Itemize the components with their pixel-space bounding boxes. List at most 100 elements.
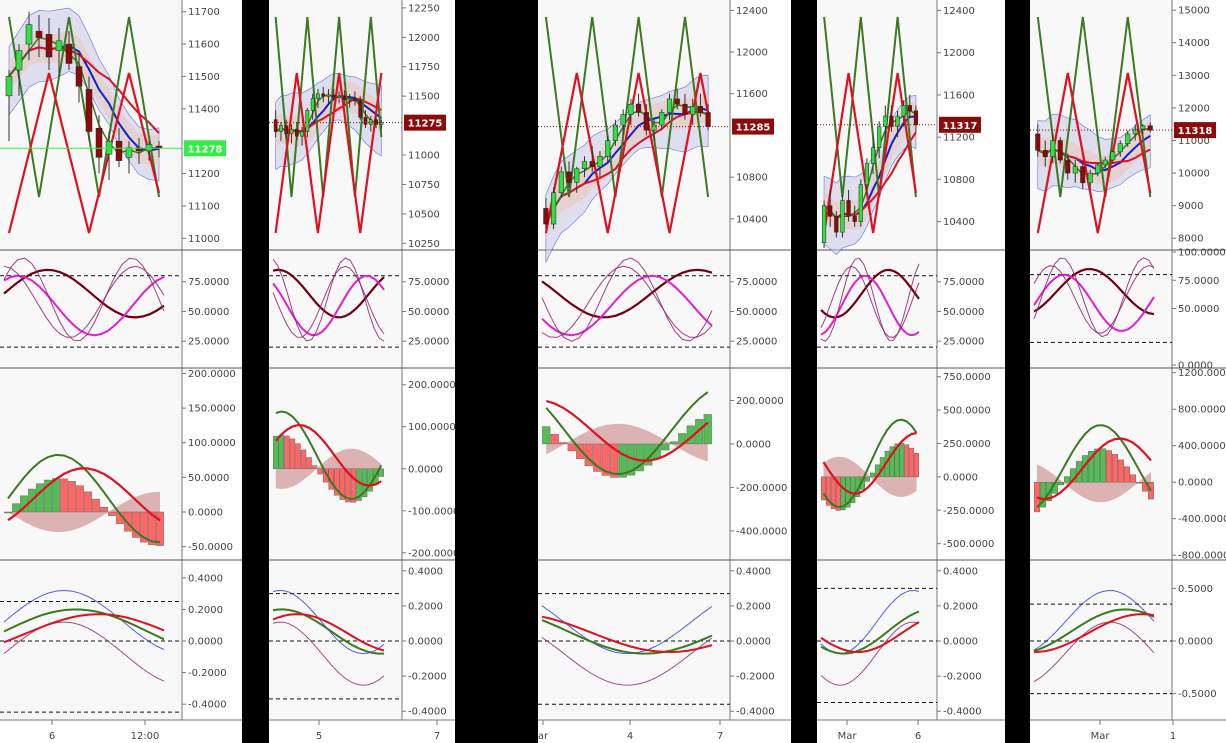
macd-tick-label: 100.0000 xyxy=(188,438,236,449)
candle xyxy=(566,171,572,183)
candle xyxy=(834,216,839,233)
candle xyxy=(75,66,83,87)
stoch-tick-label: 75.0000 xyxy=(736,277,777,288)
osc-tick-label: 0.0000 xyxy=(1178,637,1213,648)
stoch-line xyxy=(3,257,165,342)
macd-histogram-bar xyxy=(92,498,100,513)
zigzag-green-line xyxy=(544,16,710,198)
macd-histogram-bar xyxy=(550,434,559,445)
candle xyxy=(674,98,680,105)
candle xyxy=(864,163,870,185)
chart-panel-2: 11275 12250 12000 11750 11500 11000 10750 10500… xyxy=(269,0,455,743)
candle xyxy=(828,205,833,217)
macd-tick-label: 0.0000 xyxy=(408,464,443,475)
osc-lower-line xyxy=(820,621,920,686)
candle xyxy=(643,112,649,131)
osc-red-line xyxy=(820,621,920,654)
moving-average-green-line xyxy=(1037,127,1151,175)
zigzag-red-line xyxy=(544,72,710,234)
macd-histogram-bar xyxy=(339,468,346,500)
macd-histogram-bar xyxy=(601,443,610,476)
macd-tick-label: -800.0000 xyxy=(1178,551,1226,562)
candle xyxy=(840,200,845,233)
price-tick-label: 12250 xyxy=(408,3,440,14)
macd-histogram-bar xyxy=(1058,482,1064,486)
price-tick-label: 11000 xyxy=(188,234,220,245)
macd-shadow-area xyxy=(546,423,708,462)
candle xyxy=(342,95,347,100)
osc-red-line xyxy=(541,615,713,654)
macd-tick-label: -200.0000 xyxy=(736,483,787,494)
osc-tick-label: -0.4000 xyxy=(408,707,447,718)
macd-histogram-bar xyxy=(618,443,627,478)
macd-tick-label: -400.0000 xyxy=(1178,514,1226,525)
macd-histogram-bar xyxy=(345,468,351,503)
candle xyxy=(1072,166,1078,174)
stoch-line xyxy=(541,265,713,338)
zigzag-red-line xyxy=(274,72,383,234)
osc-lower-line xyxy=(3,621,165,682)
candle xyxy=(353,98,357,102)
stoch-line xyxy=(3,274,165,337)
stoch-tick-label: 75.0000 xyxy=(1178,276,1219,287)
stoch-line xyxy=(3,268,165,319)
osc-tick-label: 0.0000 xyxy=(188,637,223,648)
candle xyxy=(289,128,294,135)
stoch-tick-label: 75.0000 xyxy=(408,277,449,288)
macd-histogram-bar xyxy=(132,511,140,538)
macd-line xyxy=(1036,424,1152,509)
macd-histogram-bar xyxy=(909,447,915,478)
price-tick-label: 11500 xyxy=(188,72,220,83)
candle xyxy=(331,94,336,98)
macd-signal-line xyxy=(545,399,709,462)
stoch-line xyxy=(3,265,165,338)
candle xyxy=(1080,166,1086,184)
macd-shadow-area xyxy=(1037,464,1151,503)
macd-tick-label: 0.0000 xyxy=(736,439,771,450)
macd-histogram-bar xyxy=(850,476,856,504)
macd-histogram-bar xyxy=(559,442,568,445)
stoch-tick-label: 100.0000 xyxy=(1178,248,1226,259)
candle xyxy=(889,115,894,127)
osc-tick-label: 0.4000 xyxy=(408,566,443,577)
osc-green-line xyxy=(1033,608,1155,653)
moving-average-red-line xyxy=(545,111,709,225)
candle xyxy=(659,112,665,126)
price-tick-label: 10400 xyxy=(943,217,975,228)
candle xyxy=(597,156,603,167)
stoch-line xyxy=(1033,257,1155,338)
envelope-band xyxy=(9,30,159,166)
macd-histogram-bar xyxy=(610,443,619,478)
macd-histogram-bar xyxy=(1130,474,1136,483)
last-price-badge xyxy=(732,118,774,135)
zigzag-red-line xyxy=(7,72,161,234)
macd-histogram-bar xyxy=(635,443,644,472)
candle xyxy=(605,140,611,157)
price-tick-label: 12000 xyxy=(736,48,768,59)
price-tick-label: 11750 xyxy=(408,62,440,73)
chart-panel-3: 11285 12400 12000 11600 10800 10400 75.0000 50.… xyxy=(538,0,791,743)
macd-histogram-bar xyxy=(300,449,307,469)
candle xyxy=(379,122,384,125)
osc-red-line xyxy=(272,613,385,652)
candle xyxy=(95,127,103,158)
stoch-line xyxy=(541,257,713,342)
macd-line xyxy=(275,410,383,500)
stoch-tick-label: 50.0000 xyxy=(736,307,777,318)
osc-tick-label: 0.0000 xyxy=(736,637,771,648)
macd-histogram-bar xyxy=(840,476,846,511)
macd-tick-label: 150.0000 xyxy=(188,404,236,415)
macd-histogram-bar xyxy=(695,419,704,445)
moving-average-green-line xyxy=(823,109,917,219)
chart-panel-5: 11318 15000 14000 13000 12000 11000 10000 9000 8… xyxy=(1030,0,1226,743)
osc-tick-label: -0.2000 xyxy=(736,672,775,683)
macd-line xyxy=(822,418,918,509)
candle xyxy=(294,128,299,137)
osc-tick-label: 0.2000 xyxy=(408,601,443,612)
candle xyxy=(135,147,143,152)
macd-tick-label: 750.0000 xyxy=(943,372,991,383)
macd-histogram-bar xyxy=(870,472,875,478)
candle xyxy=(300,131,304,137)
candle xyxy=(45,34,53,58)
macd-tick-label: -500.0000 xyxy=(943,539,994,550)
